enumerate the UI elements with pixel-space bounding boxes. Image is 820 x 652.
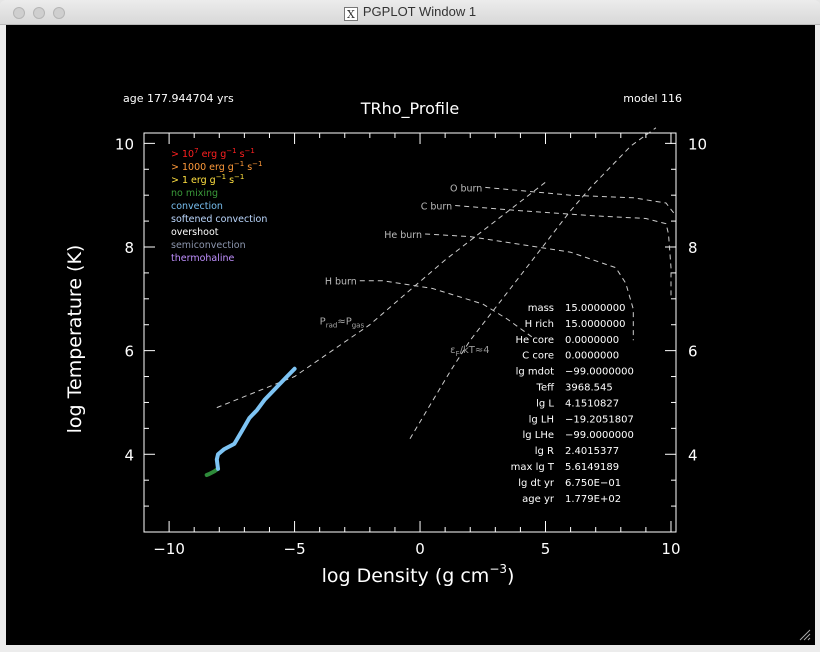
y-axis-label: log Temperature (K)	[64, 245, 86, 434]
zoom-button[interactable]	[53, 7, 65, 19]
prad-pgas-label: Prad≈Pgas	[320, 317, 365, 330]
x-axis-label: log Density (g cm−3)	[322, 562, 515, 587]
x-tick-label: 5	[541, 540, 551, 558]
stat-value: 1.779E+02	[565, 494, 621, 505]
y-tick-label: 8	[124, 239, 134, 257]
legend-entry: semiconvection	[171, 240, 246, 251]
stat-value: 0.0000000	[565, 351, 619, 362]
burn-label: C burn	[421, 202, 452, 213]
stat-value: 15.0000000	[565, 303, 625, 314]
stat-key: mass	[528, 303, 554, 314]
y-tick-label-right: 8	[688, 239, 698, 257]
legend-entry: > 1 erg g−1 s−1	[171, 173, 244, 186]
stat-value: 0.0000000	[565, 335, 619, 346]
y-tick-label-right: 6	[688, 343, 698, 361]
stat-value: −99.0000000	[565, 430, 634, 441]
plot-title: TRho_Profile	[360, 99, 460, 119]
trho-profile-chart: −10 −5 0 5 10 4 4 6 6 8 8 10 10 H burn He burn C burn O…	[64, 92, 707, 587]
title-bar[interactable]: X PGPLOT Window 1	[0, 0, 820, 25]
legend-entry: overshoot	[171, 227, 219, 238]
stat-key: Teff	[536, 383, 556, 394]
legend-entry: softened convection	[171, 214, 267, 225]
stat-key: max lg T	[511, 462, 555, 473]
y-tick-label: 4	[124, 446, 134, 464]
stat-key: He core	[515, 335, 554, 346]
x11-icon: X	[343, 7, 358, 21]
close-button[interactable]	[13, 7, 25, 19]
stat-value: 5.6149189	[565, 462, 619, 473]
y-tick-label: 6	[124, 343, 134, 361]
profile-no-mixing	[204, 466, 220, 477]
stat-value: −99.0000000	[565, 367, 634, 378]
degeneracy-label: εF/kT≈4	[450, 345, 489, 358]
stat-key: lg R	[535, 446, 554, 457]
x-tick-label: −10	[153, 540, 185, 558]
burn-line	[425, 233, 634, 341]
resize-grip-icon[interactable]	[799, 629, 811, 641]
x-tick-label: 10	[661, 540, 680, 558]
plot-frame	[143, 132, 677, 533]
burn-line	[359, 280, 534, 339]
stat-value: −19.2051807	[565, 414, 634, 425]
stat-key: lg LHe	[522, 430, 554, 441]
y-tick-label: 10	[115, 135, 134, 153]
burn-line	[485, 186, 677, 217]
stat-key: lg LH	[529, 414, 554, 425]
legend-entry: thermohaline	[171, 253, 235, 264]
degeneracy-line	[409, 127, 657, 439]
y-tick-label-right: 10	[688, 135, 707, 153]
burn-label: O burn	[450, 183, 482, 194]
profile-convection	[214, 366, 297, 471]
minimize-button[interactable]	[33, 7, 45, 19]
stat-value: 6.750E−01	[565, 478, 621, 489]
burn-label: H burn	[325, 277, 357, 288]
stat-value: 2.4015377	[565, 446, 619, 457]
legend-entry: > 107 erg g−1 s−1	[171, 147, 255, 160]
burn-label: He burn	[384, 230, 422, 241]
legend-entry: > 1000 erg g−1 s−1	[171, 160, 262, 173]
stat-value: 4.1510827	[565, 398, 619, 409]
stat-value: 15.0000000	[565, 319, 625, 330]
stat-value: 3968.545	[565, 383, 613, 394]
plot-canvas: −10 −5 0 5 10 4 4 6 6 8 8 10 10 H burn He burn C burn O…	[6, 25, 815, 645]
x-tick-label: 0	[415, 540, 425, 558]
stat-key: lg dt yr	[518, 478, 555, 489]
y-tick-label-right: 4	[688, 446, 698, 464]
stat-key: age yr	[522, 494, 555, 505]
stat-key: lg mdot	[516, 367, 555, 378]
x-tick-label: −5	[284, 540, 306, 558]
age-label: age 177.944704 yrs	[123, 92, 234, 105]
window-title: X PGPLOT Window 1	[0, 4, 820, 21]
burn-line	[455, 205, 672, 299]
stat-key: C core	[522, 351, 554, 362]
stat-key: H rich	[525, 319, 554, 330]
model-label: model 116	[623, 92, 682, 105]
legend-entry: convection	[171, 201, 223, 212]
stat-key: lg L	[536, 398, 554, 409]
legend-entry: no mixing	[171, 188, 218, 199]
